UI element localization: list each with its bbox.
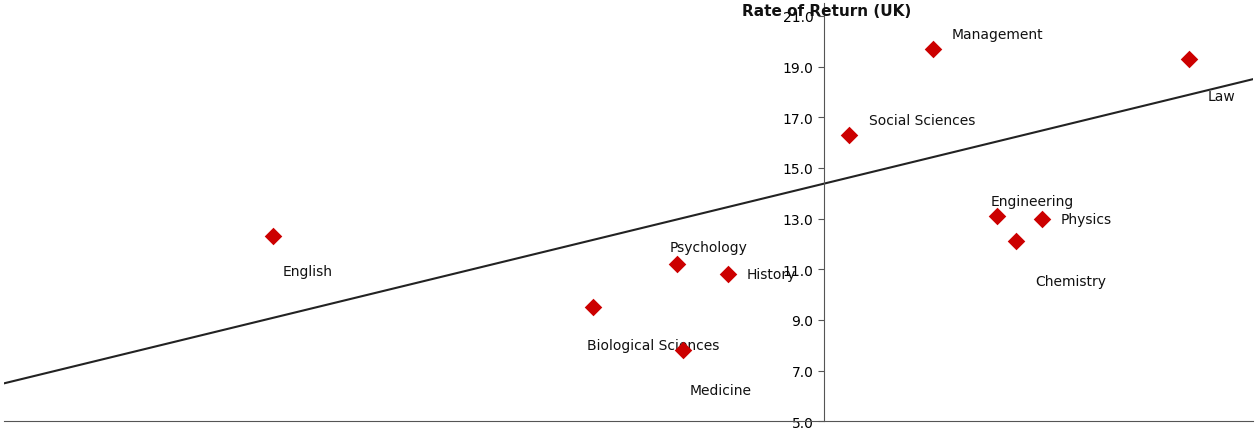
Text: Law: Law	[1208, 90, 1236, 104]
Point	[1006, 238, 1026, 245]
Text: History: History	[747, 268, 797, 282]
Text: Chemistry: Chemistry	[1035, 275, 1106, 289]
Point	[583, 304, 603, 311]
Text: Social Sciences: Social Sciences	[869, 114, 975, 128]
Text: Rate of Return (UK): Rate of Return (UK)	[742, 4, 911, 19]
Text: Engineering: Engineering	[991, 195, 1073, 209]
Point	[718, 271, 738, 278]
Text: Medicine: Medicine	[689, 383, 752, 398]
Text: Management: Management	[952, 28, 1043, 42]
Point	[987, 213, 1007, 220]
Text: English: English	[283, 265, 333, 279]
Text: Biological Sciences: Biological Sciences	[587, 338, 719, 352]
Point	[263, 233, 283, 240]
Point	[666, 261, 686, 268]
Point	[923, 46, 943, 53]
Point	[840, 132, 860, 139]
Point	[1032, 216, 1052, 223]
Point	[672, 347, 693, 354]
Point	[1179, 56, 1199, 63]
Text: Physics: Physics	[1061, 212, 1112, 226]
Text: Psychology: Psychology	[670, 240, 748, 254]
